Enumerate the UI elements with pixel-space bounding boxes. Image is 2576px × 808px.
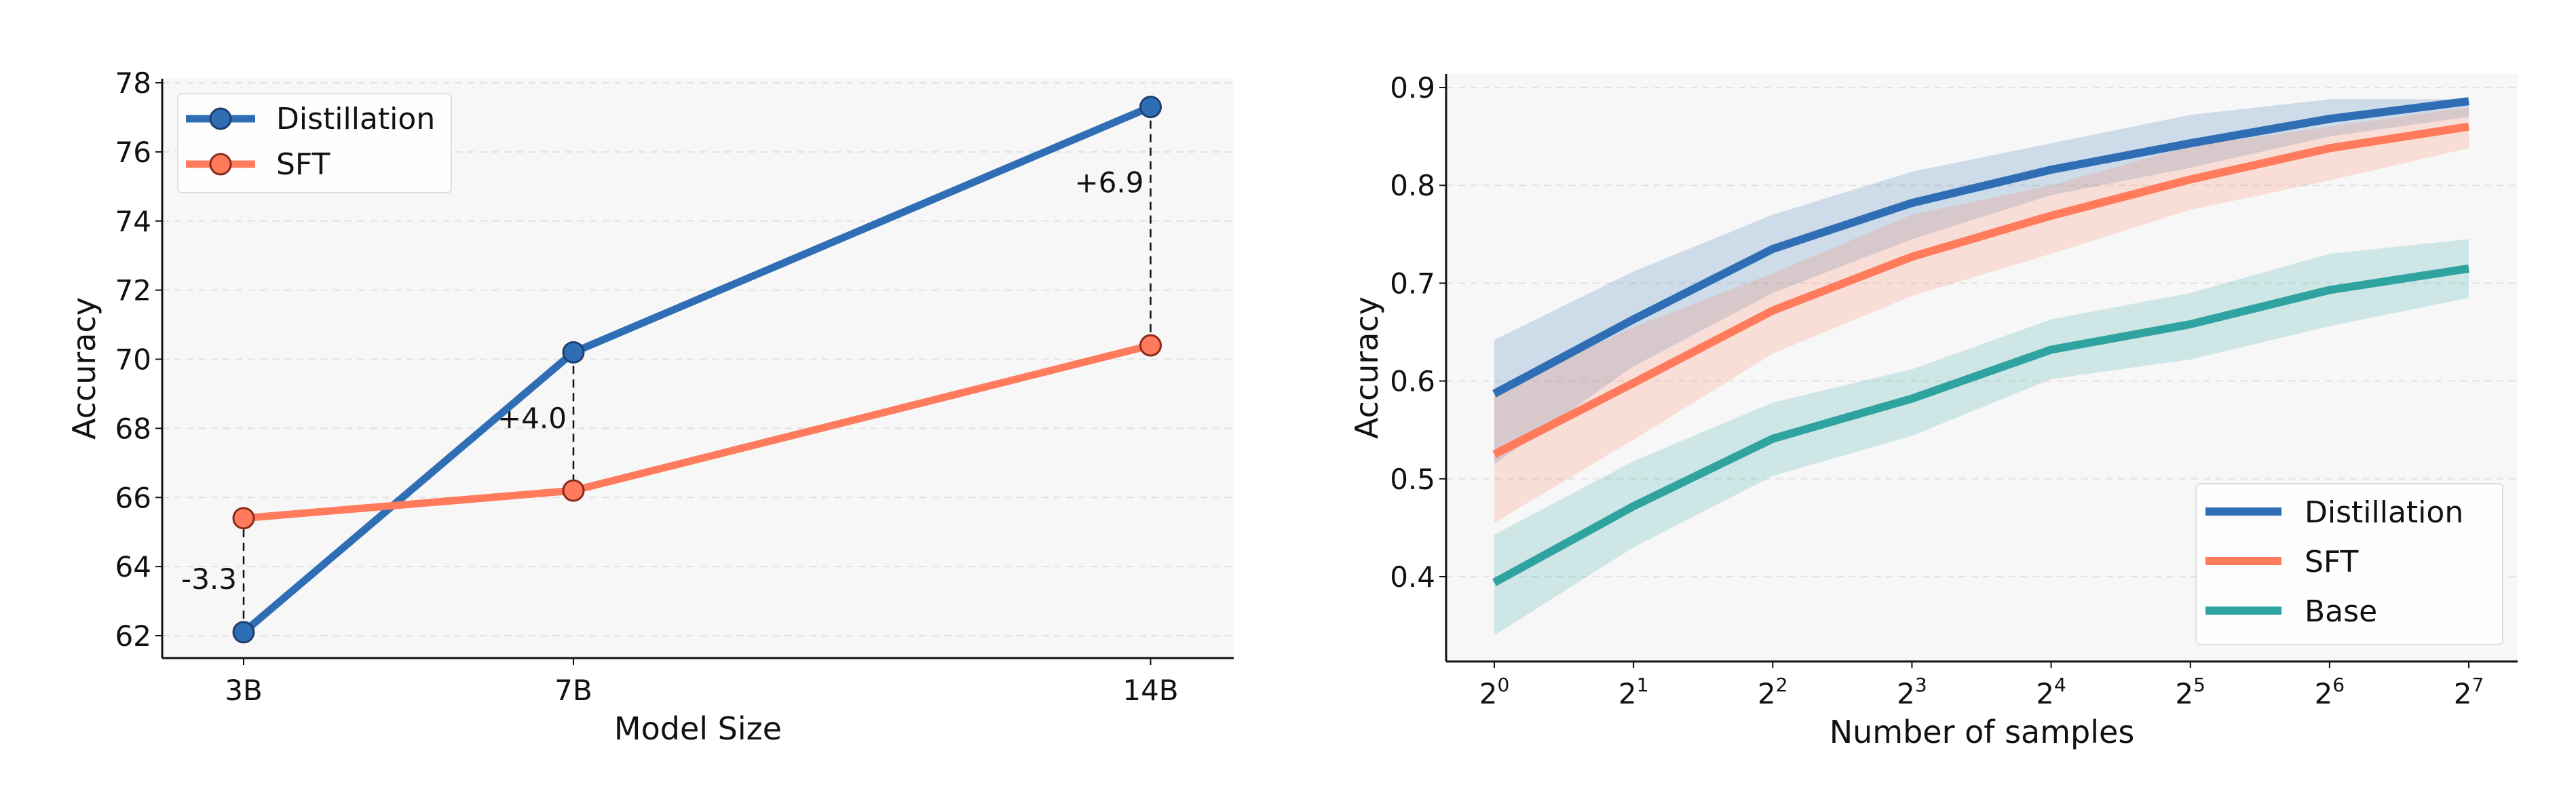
tick-base: 2	[2036, 677, 2054, 710]
y-tick-label: 68	[115, 412, 151, 445]
y-tick-label: 64	[115, 550, 151, 583]
right-chart: 0.40.50.60.70.80.920 21 22 23 24 25 26 27Number…	[1348, 71, 2518, 750]
x-tick-label: 20	[1479, 674, 1510, 710]
confidence-band-base	[1494, 239, 2469, 636]
x-tick-label: 23	[1897, 674, 1927, 710]
y-axis-label: Accuracy	[66, 297, 102, 440]
tick-base: 2	[1618, 677, 1637, 710]
tick-base: 2	[1758, 677, 1776, 710]
x-tick-label: 26	[2315, 674, 2345, 710]
data-point	[562, 341, 585, 364]
y-tick-label: 66	[115, 481, 151, 514]
y-tick-label: 62	[115, 619, 151, 653]
x-tick-label: 22	[1758, 674, 1788, 710]
tick-exponent: 0	[1497, 674, 1509, 696]
legend: Distillation SFT	[177, 93, 452, 193]
confidence-band-distillation	[1494, 99, 2469, 465]
y-tick-label: 72	[115, 274, 151, 307]
y-tick-label: 76	[115, 136, 151, 169]
y-tick-label: 0.9	[1390, 71, 1435, 104]
left-chart: 62 64 66 68 70 72 74 76 78 3B 7B 14B Model Size Accur…	[66, 66, 1234, 747]
y-tick-label: 70	[115, 343, 151, 377]
x-tick-label: 14B	[1122, 674, 1178, 707]
data-point	[1139, 96, 1162, 119]
data-point	[232, 507, 255, 530]
y-tick-label: 74	[115, 205, 151, 238]
series-line-sft	[1492, 122, 2469, 459]
x-tick-label: 27	[2454, 674, 2484, 710]
x-axis-label: Model Size	[614, 710, 782, 747]
tick-base: 2	[2175, 677, 2193, 710]
tick-exponent: 2	[1776, 674, 1788, 696]
tick-exponent: 5	[2193, 674, 2205, 696]
data-point	[1139, 334, 1162, 357]
tick-base: 2	[2315, 677, 2333, 710]
tick-base: 2	[1897, 677, 1915, 710]
legend-label: Base	[2305, 594, 2377, 629]
tick-exponent: 6	[2332, 674, 2345, 696]
y-tick-label: 0.8	[1390, 169, 1435, 202]
y-tick-label: 0.4	[1390, 560, 1435, 594]
legend-label: SFT	[276, 147, 330, 182]
y-axis-label: Accuracy	[1348, 296, 1385, 439]
legend: Distillation SFT Base	[2195, 483, 2503, 645]
y-tick-label: 78	[115, 66, 151, 100]
tick-exponent: 7	[2471, 674, 2484, 696]
x-tick-label: 3B	[225, 674, 263, 707]
difference-annotation: +6.9	[1075, 166, 1144, 199]
y-tick-label: 0.6	[1390, 365, 1435, 398]
difference-annotation: -3.3	[181, 562, 237, 596]
tick-exponent: 1	[1637, 674, 1649, 696]
y-tick-label: 0.5	[1390, 463, 1435, 496]
legend-label: Distillation	[276, 102, 435, 136]
x-tick-label: 24	[2036, 674, 2066, 710]
legend-label: SFT	[2305, 545, 2358, 579]
x-tick-label: 7B	[554, 674, 592, 707]
x-tick-label: 25	[2175, 674, 2205, 710]
tick-base: 2	[1479, 677, 1498, 710]
x-tick-label: 21	[1618, 674, 1649, 710]
legend-box	[2195, 483, 2503, 645]
legend-marker	[209, 153, 232, 176]
y-tick-label: 0.7	[1390, 267, 1435, 300]
series-line-distillation	[1492, 97, 2469, 398]
legend-marker	[209, 107, 232, 130]
data-point	[562, 479, 585, 502]
tick-base: 2	[2454, 677, 2472, 710]
tick-exponent: 3	[1915, 674, 1927, 696]
series-line-base	[1492, 264, 2469, 586]
tick-exponent: 4	[2054, 674, 2066, 696]
data-point	[232, 621, 255, 644]
x-axis-label: Number of samples	[1830, 714, 2135, 750]
legend-label: Distillation	[2305, 495, 2463, 530]
confidence-band-sft	[1494, 107, 2469, 523]
